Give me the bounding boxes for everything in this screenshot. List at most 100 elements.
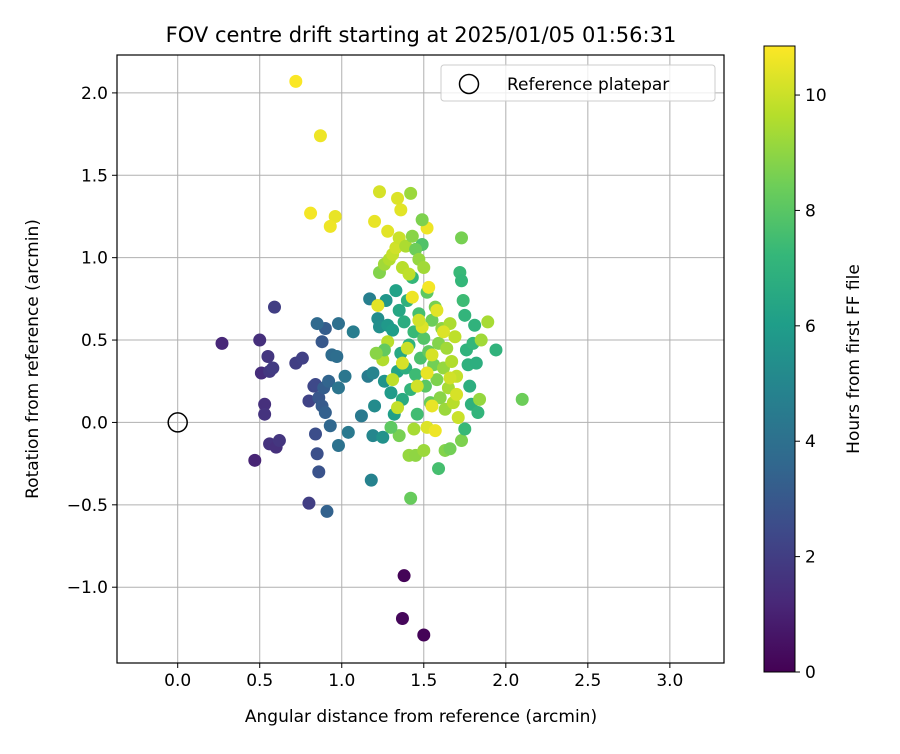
colorbar-gradient: [763, 45, 796, 673]
data-point: [366, 366, 380, 380]
data-point: [310, 317, 324, 331]
y-tick-label: 1.5: [81, 166, 108, 186]
data-point: [468, 318, 482, 332]
data-point: [405, 229, 419, 243]
data-point: [443, 442, 457, 456]
data-point: [386, 323, 400, 337]
data-point: [404, 186, 418, 200]
data-point: [402, 267, 416, 281]
data-point: [248, 453, 262, 467]
data-point: [346, 325, 360, 339]
data-point: [430, 373, 444, 387]
plot-frame: [116, 54, 725, 664]
chart-title: FOV centre drift starting at 2025/01/05 …: [166, 23, 677, 47]
x-tick-label: 3.0: [656, 671, 683, 691]
data-point: [420, 366, 434, 380]
data-point: [338, 369, 352, 383]
data-point: [425, 348, 439, 362]
colorbar-tick-label: 6: [805, 317, 816, 337]
data-point: [261, 350, 275, 364]
data-point: [376, 430, 390, 444]
data-point: [368, 214, 382, 228]
data-point: [474, 333, 488, 347]
data-point: [384, 420, 398, 434]
data-point: [430, 303, 444, 317]
data-point: [371, 298, 385, 312]
data-point: [289, 74, 303, 88]
data-point: [354, 409, 368, 423]
data-point: [364, 473, 378, 487]
data-point: [331, 317, 345, 331]
colorbar: 0 2 4 6 8 10 Hours from first FF file: [763, 45, 864, 683]
data-point: [417, 261, 431, 275]
data-point: [341, 425, 355, 439]
legend: Reference platepar: [440, 64, 716, 102]
data-point: [323, 219, 337, 233]
axes: 0.0 0.5 1.0 1.5 2.0 2.5 3.0 −1.0 −0.5 0.0 0.5 1.0 1.…: [67, 54, 725, 691]
data-point: [400, 341, 414, 355]
colorbar-ticks: 0 2 4 6 8 10: [795, 86, 827, 683]
data-point: [318, 406, 332, 420]
data-point: [471, 406, 485, 420]
reference-platepar-marker: [167, 412, 188, 433]
data-point: [323, 419, 337, 433]
colorbar-tick-label: 4: [805, 432, 816, 452]
data-point: [266, 361, 280, 375]
data-point: [389, 241, 403, 255]
legend-reference-marker: [458, 73, 480, 95]
data-point: [394, 203, 408, 217]
data-point: [392, 429, 406, 443]
data-point: [304, 206, 318, 220]
data-point: [428, 424, 442, 438]
data-point: [458, 422, 472, 436]
data-point: [456, 294, 470, 308]
colorbar-tick-label: 0: [805, 663, 816, 683]
y-tick-label: 0.0: [81, 413, 108, 433]
data-point: [381, 224, 395, 238]
data-point: [443, 371, 457, 385]
data-point: [445, 354, 459, 368]
x-tick-label: 0.0: [164, 671, 191, 691]
y-tick-label: 0.5: [81, 331, 108, 351]
legend-reference-label: Reference platepar: [507, 75, 669, 95]
data-point: [312, 465, 326, 479]
data-point: [417, 331, 431, 345]
data-point: [455, 231, 469, 245]
data-point: [481, 315, 495, 329]
data-point: [258, 397, 272, 411]
y-axis-label: Rotation from reference (arcmin): [23, 219, 43, 499]
data-point: [330, 350, 344, 364]
data-point: [386, 373, 400, 387]
data-point: [389, 284, 403, 298]
data-point: [405, 290, 419, 304]
data-point: [448, 330, 462, 344]
data-point: [415, 213, 429, 227]
data-point: [366, 429, 380, 443]
data-point: [395, 356, 409, 370]
data-point: [412, 313, 426, 327]
data-point: [215, 336, 229, 350]
data-point: [391, 191, 405, 205]
colorbar-tick-label: 2: [805, 548, 816, 568]
x-tick-label: 0.5: [246, 671, 273, 691]
data-point: [395, 612, 409, 626]
data-point: [450, 387, 464, 401]
x-tick-label: 1.5: [410, 671, 437, 691]
data-point: [302, 394, 316, 408]
data-point: [409, 242, 423, 256]
data-point: [253, 333, 267, 347]
data-point: [417, 628, 431, 642]
data-point: [267, 300, 281, 314]
data-point: [410, 379, 424, 393]
data-point: [455, 274, 469, 288]
data-point: [392, 303, 406, 317]
data-point: [425, 313, 439, 327]
data-point: [331, 439, 345, 453]
y-tick-label: 2.0: [81, 84, 108, 104]
data-point: [302, 496, 316, 510]
data-point: [391, 401, 405, 415]
data-point: [399, 239, 413, 253]
data-point: [258, 407, 272, 421]
x-tick-label: 2.5: [574, 671, 601, 691]
